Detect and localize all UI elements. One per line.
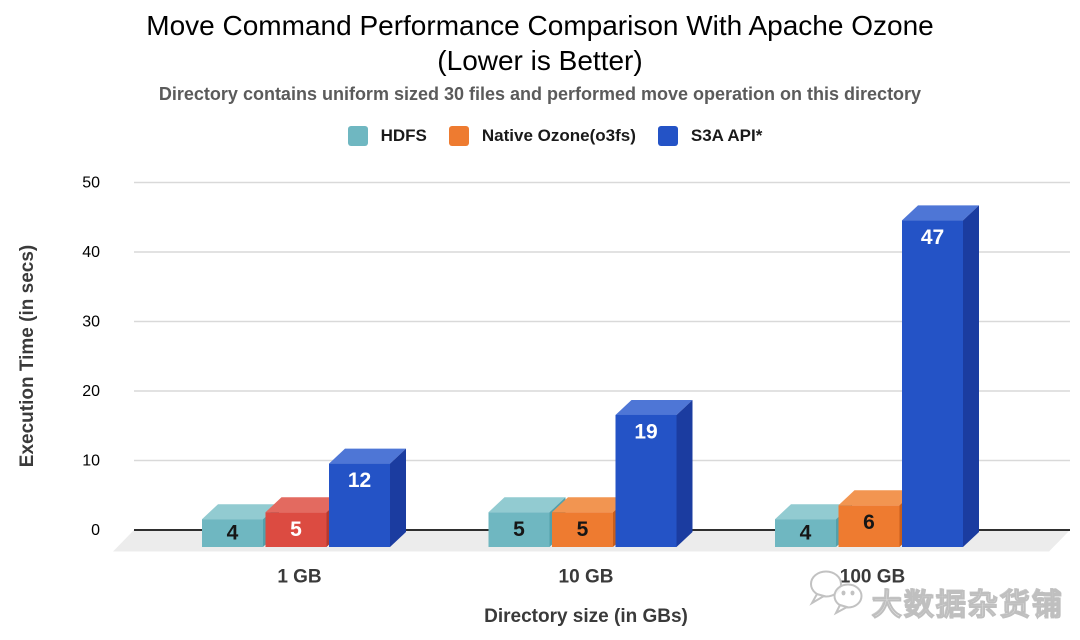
bar-s3a-api--100gb-top bbox=[902, 205, 979, 221]
legend-swatch-hdfs bbox=[347, 126, 368, 146]
legend-item-native-ozone: Native Ozone(o3fs) bbox=[448, 126, 636, 146]
bar-native-ozone-o3fs--1gb bbox=[265, 512, 327, 547]
bar-native-ozone-o3fs--100gb bbox=[838, 505, 900, 547]
y-tick-label-20: 20 bbox=[82, 383, 100, 400]
bar-native-ozone-o3fs--100gb-value-label: 6 bbox=[863, 511, 875, 534]
bar-native-ozone-o3fs--10gb-value-label: 5 bbox=[577, 518, 589, 541]
chart-title-line2: (Lower is Better) bbox=[437, 45, 643, 76]
bar-hdfs-10gb bbox=[488, 512, 550, 547]
legend-item-hdfs: HDFS bbox=[347, 126, 427, 146]
legend-item-s3a-api: S3A API* bbox=[657, 126, 763, 146]
wechat-chat-bubbles-icon bbox=[809, 570, 863, 616]
x-category-label-10gb: 10 GB bbox=[559, 567, 614, 588]
bar-hdfs-100gb-top bbox=[775, 504, 852, 520]
chart-title-line1: Move Command Performance Comparison With… bbox=[146, 10, 934, 41]
bar-hdfs-100gb-value-label: 4 bbox=[800, 522, 812, 545]
bar-s3a-api--10gb-top bbox=[615, 399, 693, 415]
bar-hdfs-10gb-value-label: 5 bbox=[513, 518, 525, 541]
bar-s3a-api--1gb bbox=[329, 463, 390, 547]
legend-label-native-ozone: Native Ozone(o3fs) bbox=[481, 126, 636, 145]
bar-native-ozone-o3fs--10gb bbox=[552, 512, 613, 547]
legend-label-s3a-api: S3A API* bbox=[690, 126, 763, 145]
chart-legend: HDFS Native Ozone(o3fs) S3A API* bbox=[0, 126, 1080, 146]
watermark-text: 大数据杂货铺 bbox=[872, 589, 1064, 623]
y-tick-label-0: 0 bbox=[91, 522, 100, 539]
bar-s3a-api--100gb-value-label: 47 bbox=[921, 226, 944, 249]
legend-swatch-native-ozone bbox=[448, 126, 469, 146]
bar-native-ozone-o3fs--1gb-value-label: 5 bbox=[290, 518, 302, 541]
bar-s3a-api--100gb bbox=[902, 220, 963, 547]
x-axis-title: Directory size (in GBs) bbox=[484, 606, 688, 627]
bar-hdfs-1gb-top bbox=[202, 504, 279, 520]
bar-s3a-api--1gb-side bbox=[390, 448, 406, 547]
bar-s3a-api--10gb bbox=[615, 414, 677, 547]
legend-label-hdfs: HDFS bbox=[380, 126, 427, 145]
bar-hdfs-10gb-top bbox=[488, 497, 566, 513]
bar-native-ozone-o3fs--1gb-top bbox=[265, 497, 343, 513]
y-tick-label-40: 40 bbox=[82, 244, 100, 261]
bar-native-ozone-o3fs--100gb-top bbox=[838, 490, 916, 506]
bar-hdfs-100gb bbox=[775, 519, 836, 547]
chart-title: Move Command Performance Comparison With… bbox=[0, 8, 1080, 78]
chart-subtitle: Directory contains uniform sized 30 file… bbox=[158, 84, 922, 104]
y-tick-label-30: 30 bbox=[82, 314, 100, 331]
bar-s3a-api--1gb-value-label: 12 bbox=[348, 469, 371, 492]
bar-native-ozone-o3fs--10gb-top bbox=[552, 497, 629, 513]
x-category-label-100gb: 100 GB bbox=[840, 567, 905, 588]
watermark: 大数据杂货铺 bbox=[806, 568, 1064, 624]
bar-s3a-api--1gb-top bbox=[329, 448, 406, 464]
bar-hdfs-1gb bbox=[202, 519, 263, 547]
y-tick-label-50: 50 bbox=[82, 175, 100, 192]
bar-hdfs-1gb-value-label: 4 bbox=[227, 522, 239, 545]
legend-swatch-s3a-api bbox=[657, 126, 678, 146]
bar-s3a-api--10gb-value-label: 19 bbox=[634, 420, 657, 443]
y-tick-label-10: 10 bbox=[82, 453, 100, 470]
x-category-label-1gb: 1 GB bbox=[277, 567, 321, 588]
bar-s3a-api--10gb-side bbox=[676, 399, 693, 547]
bar-s3a-api--100gb-side bbox=[963, 205, 979, 547]
